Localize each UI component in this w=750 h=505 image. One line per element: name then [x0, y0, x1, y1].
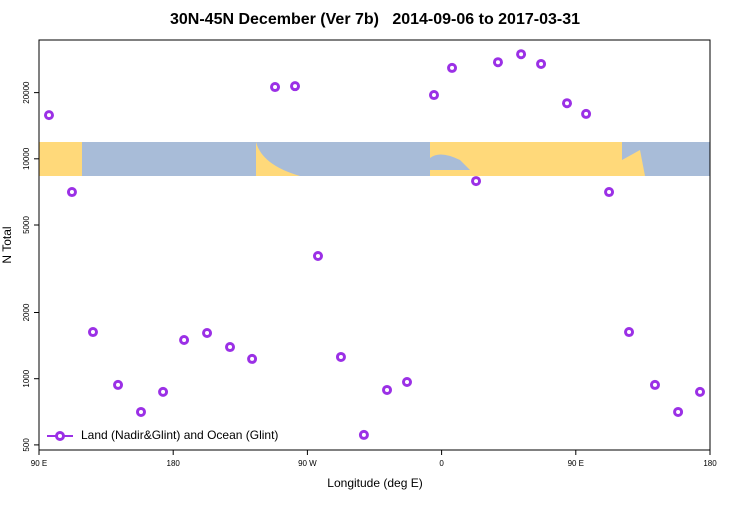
- point: [604, 187, 615, 198]
- map-strip: [39, 142, 710, 176]
- point: [113, 379, 124, 390]
- point: [225, 342, 236, 353]
- legend-label: Land (Nadir&Glint) and Ocean (Glint): [81, 428, 278, 442]
- y-tick-label: 500: [22, 438, 31, 452]
- legend-marker: [55, 431, 65, 441]
- point: [695, 386, 706, 397]
- chart-title: 30N-45N December (Ver 7b) 2014-09-06 to …: [170, 11, 580, 28]
- point: [649, 379, 660, 390]
- y-tick-label: 2000: [22, 303, 31, 321]
- y-axis-label: N Total: [0, 226, 14, 263]
- point: [202, 327, 213, 338]
- point: [562, 98, 573, 109]
- point: [402, 377, 413, 388]
- point: [624, 327, 635, 338]
- y-tick-label: 1000: [22, 369, 31, 387]
- point: [382, 384, 393, 395]
- plot-frame: [38, 39, 711, 451]
- point: [87, 327, 98, 338]
- x-tick-label: 90 E: [31, 459, 47, 468]
- y-tick-label: 10000: [22, 147, 31, 170]
- point: [335, 351, 346, 362]
- x-tick-label: 180: [703, 459, 717, 468]
- point: [290, 81, 301, 92]
- x-tick-label: 180: [167, 459, 181, 468]
- x-axis-label: Longitude (deg E): [327, 476, 422, 490]
- point: [135, 406, 146, 417]
- point: [179, 334, 190, 345]
- point: [43, 110, 54, 121]
- point: [247, 353, 258, 364]
- point: [581, 108, 592, 119]
- point: [270, 82, 281, 93]
- x-tick-label: 90 E: [568, 459, 584, 468]
- point: [516, 49, 527, 60]
- point: [447, 62, 458, 73]
- x-tick-label: 0: [439, 459, 444, 468]
- point: [673, 406, 684, 417]
- point: [428, 90, 439, 101]
- point: [536, 58, 547, 69]
- x-tick-label: 90 W: [298, 459, 317, 468]
- y-tick-label: 5000: [22, 216, 31, 234]
- point: [312, 250, 323, 261]
- y-tick-label: 20000: [22, 81, 31, 104]
- point: [358, 429, 369, 440]
- point: [66, 187, 77, 198]
- point: [492, 57, 503, 68]
- point: [158, 386, 169, 397]
- point: [471, 176, 482, 187]
